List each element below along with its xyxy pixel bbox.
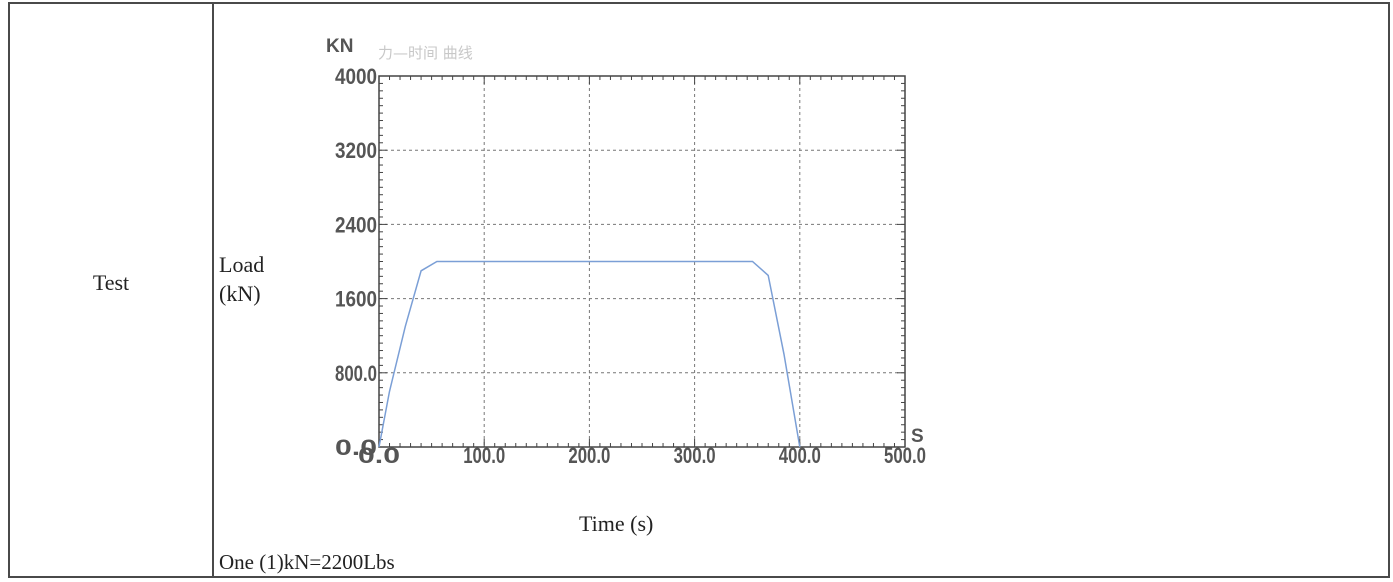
y-tick-label: 2400 (335, 212, 377, 237)
row-label: Test (92, 270, 130, 295)
chart-title: 力—时间 曲线 (378, 44, 473, 62)
y-tick-label: 1600 (335, 287, 377, 312)
x-tick-label: 400.0 (779, 443, 821, 468)
x-tick-label: 500.0 (884, 443, 926, 468)
y-tick-label: 0.0 (335, 435, 377, 460)
y-caption-line2: (kN) (219, 281, 261, 306)
plot-border (378, 75, 906, 448)
conversion-footnote: One (1)kN=2200Lbs (219, 550, 395, 574)
y-tick-label: 3200 (335, 138, 377, 163)
column-divider (212, 2, 214, 578)
y-caption-line1: Load (219, 252, 265, 277)
x-tick-label: 300.0 (674, 443, 716, 468)
y-axis-caption: Load (kN) (219, 250, 264, 308)
y-tick-label: 4000 (335, 64, 377, 89)
x-tick-label: 100.0 (463, 443, 505, 468)
chart-labels: 0.0 100.0 200.0 300.0 400.0 500.0 0.0 800.0 1600… (335, 64, 926, 468)
x-unit-label: S (911, 426, 924, 447)
load-series-line (378, 260, 801, 448)
y-unit-label: KN (326, 36, 353, 57)
table-frame (8, 2, 1390, 578)
y-tick-label: 800.0 (335, 361, 377, 386)
x-tick-label: 0.0 (358, 443, 400, 468)
chart-grid (379, 76, 905, 447)
x-tick-label: 200.0 (568, 443, 610, 468)
x-axis-caption: Time (s) (579, 511, 654, 536)
